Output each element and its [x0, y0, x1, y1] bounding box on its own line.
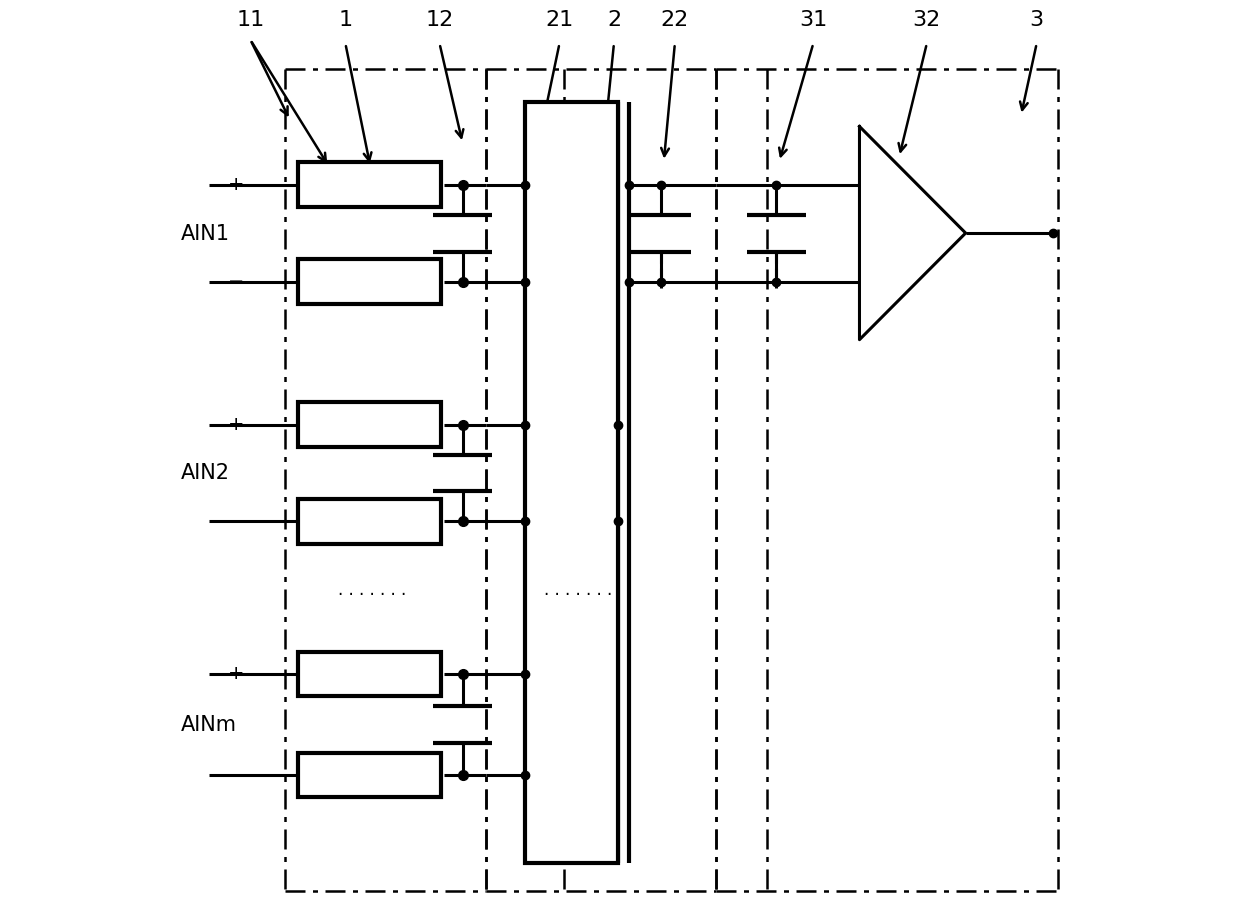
- Text: · · · · · · ·: · · · · · · ·: [544, 586, 612, 605]
- Bar: [299, 499, 441, 544]
- Text: 2: 2: [607, 9, 621, 30]
- Bar: [299, 652, 441, 696]
- Text: 32: 32: [913, 9, 940, 30]
- Text: 3: 3: [1030, 9, 1043, 30]
- Text: AIN1: AIN1: [181, 223, 230, 244]
- Text: 22: 22: [660, 9, 689, 30]
- Text: 31: 31: [799, 9, 828, 30]
- Text: 21: 21: [545, 9, 574, 30]
- Bar: [299, 259, 441, 304]
- Text: −: −: [228, 512, 244, 531]
- Bar: [299, 753, 441, 797]
- Text: +: +: [228, 175, 245, 194]
- Bar: [299, 402, 441, 447]
- Text: 11: 11: [237, 9, 264, 30]
- Text: −: −: [228, 272, 244, 291]
- Text: +: +: [228, 665, 245, 683]
- Text: 12: 12: [425, 9, 453, 30]
- Text: +: +: [228, 415, 245, 434]
- Text: −: −: [228, 766, 244, 785]
- Text: 1: 1: [338, 9, 352, 30]
- Bar: [525, 102, 618, 863]
- Bar: [299, 162, 441, 207]
- Text: AINm: AINm: [181, 714, 237, 735]
- Text: · · · · · · ·: · · · · · · ·: [338, 586, 406, 605]
- Text: AIN2: AIN2: [181, 463, 230, 484]
